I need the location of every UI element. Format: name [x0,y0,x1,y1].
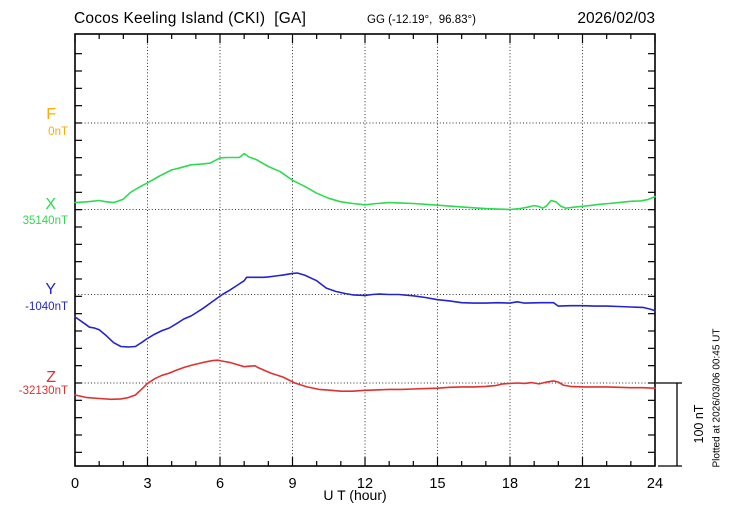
component-baseline-F: 0nT [48,126,68,138]
x-tick-label: 6 [216,476,224,492]
component-label-Y: Y [45,281,56,298]
component-label-Z: Z [46,369,56,386]
x-tick-label: 24 [647,476,663,492]
X-trace [74,152,656,211]
x-tick-label: 3 [143,476,151,492]
x-tick-label: 0 [71,476,79,492]
x-tick-label: 12 [357,476,373,492]
geographic-coordinates: GG (-12.19°, 96.83°) [367,14,476,26]
x-tick-label: 21 [574,476,590,492]
component-baseline-X: 35140nT [22,215,68,227]
plot-date: 2026/02/03 [577,10,655,27]
Y-trace [74,272,656,348]
plotted-at-note: Plotted at 2026/03/06 00:45 UT [711,328,723,468]
component-baseline-Y: -1040nT [25,301,68,313]
x-tick-label: 15 [429,476,445,492]
x-tick-label: 18 [502,476,518,492]
component-label-F: F [46,106,56,123]
scale-bar-label: 100 nT [692,404,706,444]
Z-trace [74,359,656,401]
component-label-X: X [45,196,56,213]
x-tick-label: 9 [288,476,296,492]
component-baseline-Z: -32130nT [18,385,68,397]
x-axis-label: U T (hour) [323,487,387,503]
station-title: Cocos Keeling Island (CKI) [GA] [74,10,307,27]
